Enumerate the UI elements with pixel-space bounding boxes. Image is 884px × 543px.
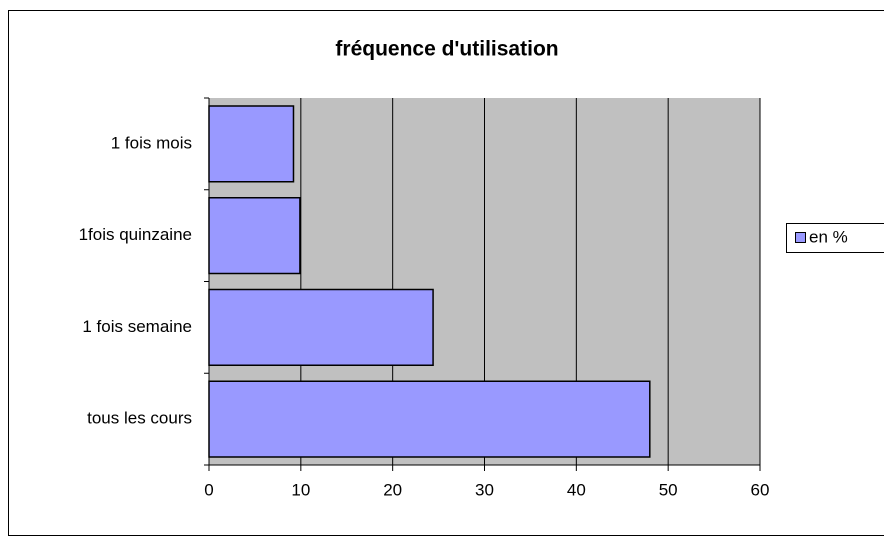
x-tick-label: 20	[383, 480, 402, 499]
x-tick-label: 30	[475, 480, 494, 499]
x-tick-label: 0	[204, 480, 213, 499]
y-tick-label: 1 fois mois	[111, 133, 192, 152]
legend-label: en %	[809, 227, 848, 246]
y-tick-label: tous les cours	[87, 409, 192, 428]
x-tick-label: 40	[567, 480, 586, 499]
bar	[208, 380, 651, 458]
bar	[208, 288, 434, 366]
legend-swatch	[795, 232, 806, 243]
bar	[208, 105, 295, 183]
bar	[208, 197, 301, 275]
x-tick-label: 60	[751, 480, 770, 499]
y-tick-label: 1 fois semaine	[82, 317, 192, 336]
chart-title: fréquence d'utilisation	[335, 38, 558, 61]
x-tick-label: 10	[291, 480, 310, 499]
y-tick-label: 1fois quinzaine	[79, 225, 192, 244]
x-tick-label: 50	[659, 480, 678, 499]
